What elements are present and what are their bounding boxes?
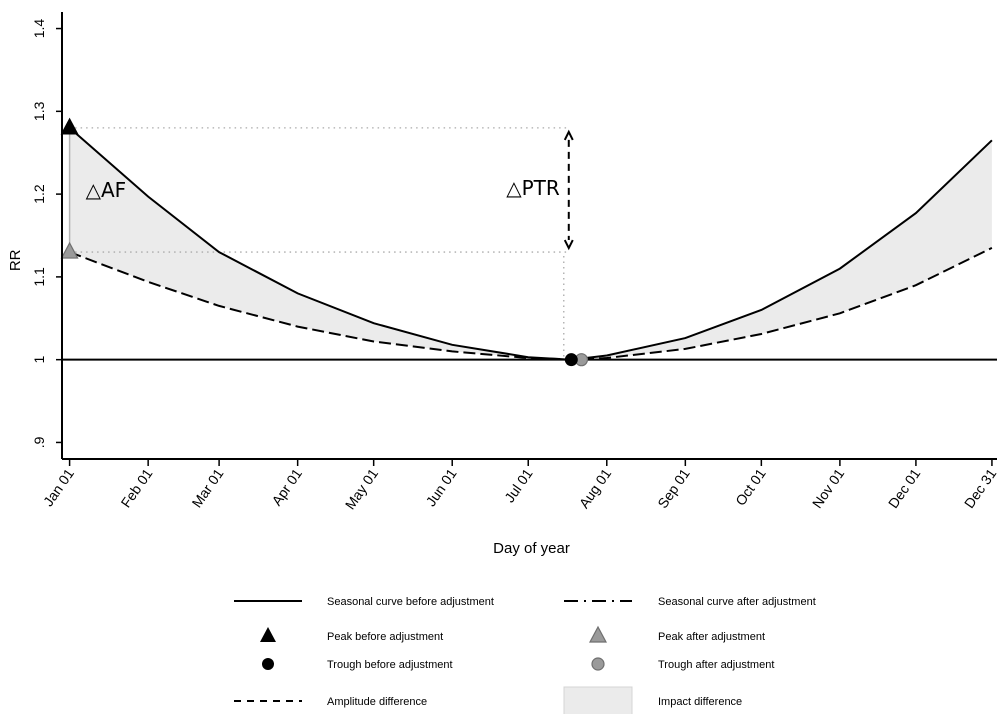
legend-label: Seasonal curve before adjustment — [327, 596, 494, 608]
x-tick-label: Apr 01 — [268, 465, 305, 508]
legend-key-triangle-black — [260, 627, 276, 642]
peak-before-marker — [60, 117, 79, 135]
markers — [60, 117, 589, 367]
delta-af-label: △AF — [86, 178, 127, 202]
legend-label: Trough before adjustment — [327, 659, 453, 671]
legend-key-triangle-gray — [589, 625, 607, 643]
legend-label: Peak before adjustment — [327, 631, 443, 643]
x-tick-label: Jul 01 — [501, 465, 536, 505]
x-tick-label: Dec 01 — [885, 465, 924, 511]
x-tick-label: Dec 31 — [961, 465, 998, 511]
guide-lines — [68, 127, 574, 360]
x-tick-label: Jan 01 — [40, 465, 77, 509]
legend-key-circle-black — [262, 658, 274, 670]
legend: Seasonal curve before adjustment Seasonal… — [234, 596, 816, 714]
y-tick-label: 1.1 — [31, 267, 47, 287]
legend-key-circle-gray — [591, 657, 605, 671]
annotations: △AF △PTR — [86, 176, 560, 202]
x-tick-label: Mar 01 — [188, 465, 226, 510]
legend-label: Impact difference — [658, 696, 742, 708]
legend-key-fill-box — [563, 686, 633, 714]
x-tick-label: Aug 01 — [576, 465, 615, 511]
legend-label: Trough after adjustment — [658, 659, 774, 671]
series-lines — [68, 127, 993, 361]
trough-before-marker — [564, 353, 578, 367]
legend-label: Amplitude difference — [327, 696, 427, 708]
x-tick-label: Jun 01 — [422, 465, 459, 509]
x-tick-label: Nov 01 — [809, 465, 848, 511]
x-tick-label: May 01 — [342, 465, 382, 512]
y-tick-label: 1.4 — [31, 19, 47, 39]
y-tick-label: 1.3 — [31, 101, 47, 121]
impact-difference-area — [69, 127, 992, 360]
x-tick-label: Sep 01 — [654, 465, 693, 511]
legend-label: Seasonal curve after adjustment — [658, 596, 816, 608]
ptr-arrow-head-up — [563, 129, 574, 141]
x-tick-label: Oct 01 — [732, 465, 769, 508]
legend-label: Peak after adjustment — [658, 631, 765, 643]
delta-ptr-label: △PTR — [506, 176, 560, 200]
y-axis-title: RR — [7, 249, 24, 271]
peak-after-marker — [60, 241, 79, 259]
y-tick-label: .9 — [31, 436, 47, 448]
y-tick-label: 1 — [31, 356, 47, 364]
x-axis-title: Day of year — [493, 540, 570, 557]
y-tick-label: 1.2 — [31, 184, 47, 204]
impact-difference-fill — [69, 127, 992, 360]
series-line-before-adjustment — [68, 127, 993, 361]
series-line-after-adjustment — [69, 247, 993, 361]
x-tick-label: Feb 01 — [117, 465, 155, 510]
ptr-arrow-head-down — [563, 239, 574, 251]
